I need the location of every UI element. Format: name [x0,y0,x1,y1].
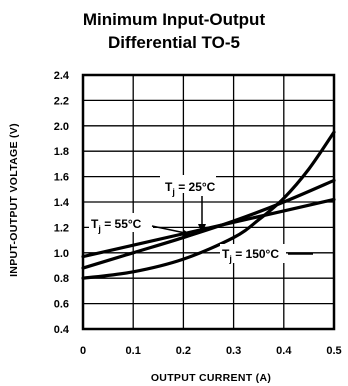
x-tick-label: 0.1 [126,345,141,357]
x-tick-labels: 0 0.1 0.2 0.3 0.4 0.5 [80,345,342,357]
chart-grid [82,74,335,330]
svg-text:Tj = 150°C: Tj = 150°C [222,247,279,264]
y-tick-label: 0.8 [54,273,69,285]
y-axis-label: INPUT-OUTPUT VOLTAGE (V) [8,123,20,277]
svg-text:Tj = 55°C: Tj = 55°C [91,217,142,234]
y-tick-label: 2.0 [54,121,69,133]
series-line-2 [81,130,336,280]
x-tick-label: 0.2 [176,345,191,357]
y-tick-label: 2.2 [54,95,69,107]
annotation-tj-55: Tj = 55°C [89,213,193,237]
annotation-tj-150: Tj = 150°C [220,244,313,264]
x-tick-label: 0.4 [276,345,292,357]
x-tick-label: 0.3 [226,345,241,357]
y-tick-label: 0.4 [54,324,70,336]
y-tick-label: 1.2 [54,222,69,234]
y-tick-label: 0.6 [54,299,69,311]
x-tick-label: 0.5 [326,345,341,357]
svg-text:Tj = 25°C: Tj = 25°C [165,180,216,197]
chart-series [81,130,336,280]
y-tick-label: 1.4 [54,197,70,209]
annotation-tj-25: Tj = 25°C [160,175,216,233]
y-tick-label: 1.0 [54,248,69,260]
chart-title-line-1: Minimum Input-Output [83,10,266,29]
x-axis-label: OUTPUT CURRENT (A) [151,372,271,384]
y-tick-label: 2.4 [54,70,70,82]
series-line-1 [81,178,336,270]
x-tick-label: 0 [80,345,86,357]
plot-frame [81,73,336,331]
y-tick-label: 1.8 [54,146,69,158]
y-tick-label: 1.6 [54,172,69,184]
chart-title-line-2: Differential TO-5 [108,33,240,52]
y-tick-labels: 0.4 0.6 0.8 1.0 1.2 1.4 1.6 1.8 2.0 2.2 2.4 [54,70,70,336]
